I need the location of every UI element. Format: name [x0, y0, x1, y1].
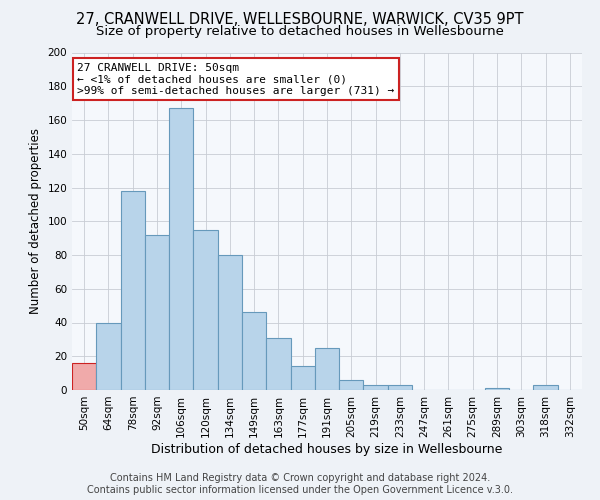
- Bar: [388, 385, 412, 390]
- Bar: [533, 385, 558, 390]
- Bar: [339, 380, 364, 390]
- Text: Contains HM Land Registry data © Crown copyright and database right 2024.
Contai: Contains HM Land Registry data © Crown c…: [87, 474, 513, 495]
- Text: 27, CRANWELL DRIVE, WELLESBOURNE, WARWICK, CV35 9PT: 27, CRANWELL DRIVE, WELLESBOURNE, WARWIC…: [76, 12, 524, 28]
- Bar: [193, 230, 218, 390]
- Text: 27 CRANWELL DRIVE: 50sqm
← <1% of detached houses are smaller (0)
>99% of semi-d: 27 CRANWELL DRIVE: 50sqm ← <1% of detach…: [77, 62, 394, 96]
- Bar: [242, 312, 266, 390]
- Bar: [218, 255, 242, 390]
- Y-axis label: Number of detached properties: Number of detached properties: [29, 128, 42, 314]
- Bar: [72, 363, 96, 390]
- Bar: [96, 322, 121, 390]
- X-axis label: Distribution of detached houses by size in Wellesbourne: Distribution of detached houses by size …: [151, 442, 503, 456]
- Bar: [121, 191, 145, 390]
- Text: Size of property relative to detached houses in Wellesbourne: Size of property relative to detached ho…: [96, 25, 504, 38]
- Bar: [266, 338, 290, 390]
- Bar: [315, 348, 339, 390]
- Bar: [145, 235, 169, 390]
- Bar: [485, 388, 509, 390]
- Bar: [169, 108, 193, 390]
- Bar: [364, 385, 388, 390]
- Bar: [290, 366, 315, 390]
